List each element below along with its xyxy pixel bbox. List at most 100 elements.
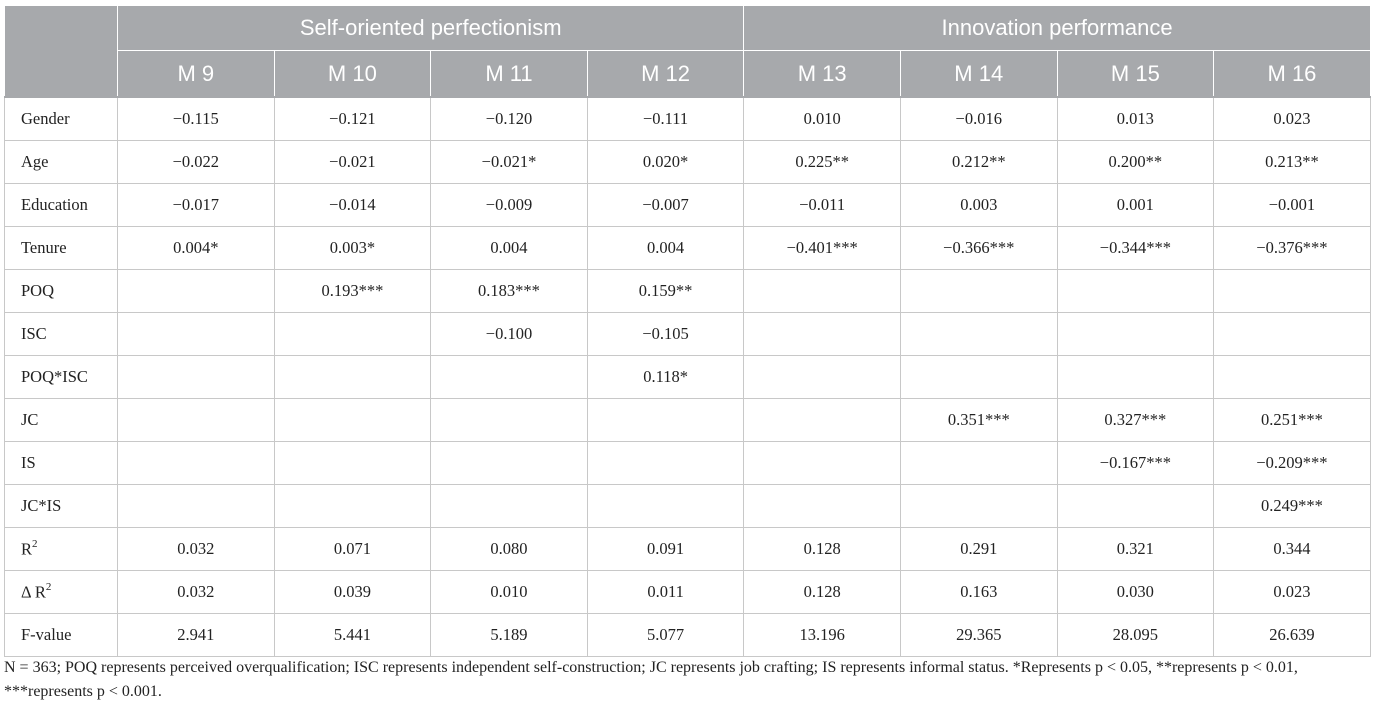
row-label-text: IS bbox=[21, 453, 36, 472]
table-cell: 0.118* bbox=[586, 355, 745, 399]
table-cell: −0.105 bbox=[586, 312, 745, 356]
table-cell bbox=[586, 398, 745, 442]
table-cell: 29.365 bbox=[899, 613, 1058, 657]
table-row: F-value 2.941 5.441 5.189 5.077 13.196 29.365 2… bbox=[4, 613, 1371, 657]
table-row: Δ R2 0.032 0.039 0.010 0.011 0.128 0.163 0.030 0… bbox=[4, 570, 1371, 614]
table-cell: 0.023 bbox=[1213, 96, 1371, 141]
table-cell: 0.225** bbox=[743, 140, 901, 184]
table-cell: −0.007 bbox=[586, 183, 745, 227]
table-cell bbox=[117, 355, 275, 399]
table-cell bbox=[430, 441, 588, 485]
row-label-superscript: 2 bbox=[32, 537, 38, 550]
table-cell: 0.327*** bbox=[1056, 398, 1215, 442]
table-cell bbox=[117, 312, 275, 356]
table-cell: −0.344*** bbox=[1056, 226, 1215, 270]
table-cell: 0.249*** bbox=[1213, 484, 1371, 528]
table-row: Gender −0.115 −0.121 −0.120 −0.111 0.010 −0.01… bbox=[4, 96, 1371, 141]
model-header: M 16 bbox=[1213, 50, 1371, 98]
table-cell bbox=[586, 441, 745, 485]
regression-table: Self-oriented perfectionism Innovation p… bbox=[4, 5, 1371, 657]
table-cell bbox=[743, 484, 901, 528]
row-label-text: JC bbox=[21, 410, 39, 429]
model-header: M 11 bbox=[430, 50, 588, 98]
table-cell: −0.121 bbox=[273, 96, 432, 141]
table-cell: 0.291 bbox=[899, 527, 1058, 571]
table-cell: −0.167*** bbox=[1056, 441, 1215, 485]
table-cell: 0.010 bbox=[743, 96, 901, 141]
table-cell: 0.080 bbox=[430, 527, 588, 571]
table-cell: −0.017 bbox=[117, 183, 275, 227]
table-cell bbox=[743, 312, 901, 356]
table-cell bbox=[743, 269, 901, 313]
table-cell: 0.183*** bbox=[430, 269, 588, 313]
table-cell bbox=[1056, 312, 1215, 356]
table-cell: −0.022 bbox=[117, 140, 275, 184]
table-cell: 26.639 bbox=[1213, 613, 1371, 657]
table-cell bbox=[273, 484, 432, 528]
table-row: JC 0.351*** 0.327*** 0.251*** bbox=[4, 398, 1371, 442]
table-body: Gender −0.115 −0.121 −0.120 −0.111 0.010 −0.01… bbox=[4, 96, 1371, 657]
table-cell bbox=[743, 355, 901, 399]
model-header: M 10 bbox=[273, 50, 432, 98]
table-cell: 0.193*** bbox=[273, 269, 432, 313]
table-row: POQ*ISC 0.118* bbox=[4, 355, 1371, 399]
table-cell: −0.376*** bbox=[1213, 226, 1371, 270]
table-cell bbox=[273, 441, 432, 485]
table-cell: 0.023 bbox=[1213, 570, 1371, 614]
row-label-text: POQ*ISC bbox=[21, 367, 88, 386]
table-cell: −0.366*** bbox=[899, 226, 1058, 270]
row-label: Age bbox=[4, 140, 118, 184]
table-cell: −0.021 bbox=[273, 140, 432, 184]
table-cell: −0.100 bbox=[430, 312, 588, 356]
table-cell: −0.011 bbox=[743, 183, 901, 227]
table-cell: 0.004* bbox=[117, 226, 275, 270]
table-cell: 0.032 bbox=[117, 527, 275, 571]
table-cell: 5.441 bbox=[273, 613, 432, 657]
table-cell bbox=[1056, 484, 1215, 528]
table-row: Tenure 0.004* 0.003* 0.004 0.004 −0.401*** −0.… bbox=[4, 226, 1371, 270]
table-cell: −0.111 bbox=[586, 96, 745, 141]
table-cell bbox=[1213, 355, 1371, 399]
table-row: IS −0.167*** −0.209*** bbox=[4, 441, 1371, 485]
model-header: M 15 bbox=[1056, 50, 1215, 98]
row-label-text: F-value bbox=[21, 625, 72, 644]
row-label: R2 bbox=[4, 527, 118, 571]
regression-table-container: Self-oriented perfectionism Innovation p… bbox=[4, 5, 1371, 657]
table-cell: 0.128 bbox=[743, 570, 901, 614]
model-header: M 12 bbox=[586, 50, 745, 98]
table-cell: 0.030 bbox=[1056, 570, 1215, 614]
table-cell: 0.251*** bbox=[1213, 398, 1371, 442]
row-label-text: POQ bbox=[21, 281, 55, 300]
corner-header bbox=[4, 5, 118, 98]
row-label: POQ bbox=[4, 269, 118, 313]
table-cell bbox=[430, 355, 588, 399]
table-cell: 0.159** bbox=[586, 269, 745, 313]
group-header-self-oriented-perfectionism: Self-oriented perfectionism bbox=[116, 5, 745, 51]
row-label-superscript: 2 bbox=[45, 580, 52, 593]
table-cell bbox=[117, 441, 275, 485]
table-cell: 0.344 bbox=[1213, 527, 1371, 571]
row-label: JC*IS bbox=[4, 484, 118, 528]
table-cell bbox=[273, 398, 432, 442]
table-cell bbox=[430, 484, 588, 528]
row-label-text: ISC bbox=[21, 324, 47, 343]
row-label-text: Age bbox=[21, 152, 49, 171]
table-cell bbox=[117, 269, 275, 313]
table-cell: −0.120 bbox=[430, 96, 588, 141]
table-cell: 0.039 bbox=[273, 570, 432, 614]
row-label: ISC bbox=[4, 312, 118, 356]
table-row: Age −0.022 −0.021 −0.021* 0.020* 0.225** 0.212… bbox=[4, 140, 1371, 184]
table-cell: 0.212** bbox=[899, 140, 1058, 184]
table-cell: −0.021* bbox=[430, 140, 588, 184]
table-cell bbox=[743, 398, 901, 442]
row-label: Gender bbox=[4, 96, 118, 141]
table-cell: 0.091 bbox=[586, 527, 745, 571]
table-row: Education −0.017 −0.014 −0.009 −0.007 −0.011 0… bbox=[4, 183, 1371, 227]
row-label: Education bbox=[4, 183, 118, 227]
row-label-text: Tenure bbox=[21, 238, 67, 257]
table-cell: 0.001 bbox=[1056, 183, 1215, 227]
table-cell bbox=[430, 398, 588, 442]
model-header: M 9 bbox=[117, 50, 275, 98]
table-cell bbox=[743, 441, 901, 485]
table-cell bbox=[899, 355, 1058, 399]
